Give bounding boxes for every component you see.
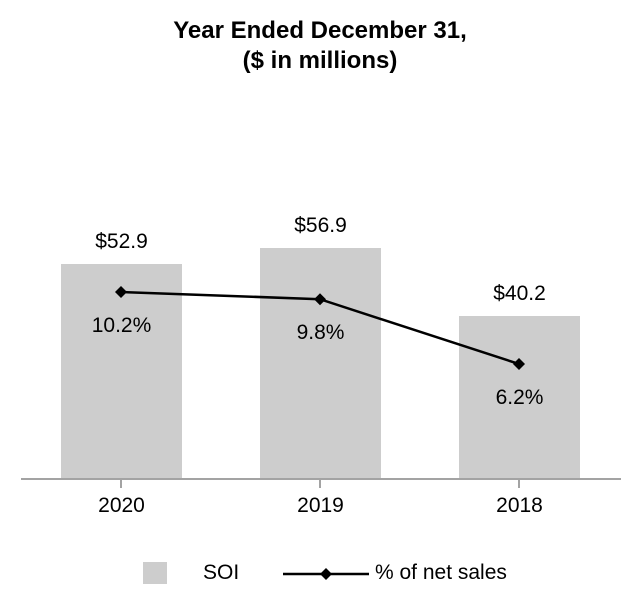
x-tick-2020	[120, 479, 122, 488]
x-tick-2019	[319, 479, 321, 488]
chart-title-line1: Year Ended December 31,	[173, 17, 467, 44]
bar-2020	[61, 264, 182, 479]
bar-value-label-2020: $52.9	[95, 230, 148, 253]
x-axis-label-2019: 2019	[297, 494, 344, 517]
bar-2019	[260, 248, 381, 479]
x-tick-2018	[518, 479, 520, 488]
legend-label-pct-net-sales: % of net sales	[375, 561, 507, 584]
x-axis-label-2020: 2020	[98, 494, 145, 517]
chart-title-line2: ($ in millions)	[242, 47, 398, 74]
pct-label-2020: 10.2%	[91, 314, 152, 337]
pct-label-2018: 6.2%	[495, 386, 544, 409]
legend-bar-swatch	[143, 562, 167, 584]
bar-value-label-2018: $40.2	[493, 282, 546, 305]
pct-label-2019: 9.8%	[296, 321, 345, 344]
legend-label-soi: SOI	[203, 561, 240, 584]
bar-value-label-2019: $56.9	[294, 214, 347, 237]
chart-title: Year Ended December 31, ($ in millions)	[0, 16, 640, 76]
legend-line-marker-icon	[283, 568, 369, 580]
x-axis-line	[21, 478, 621, 480]
x-axis-label-2018: 2018	[496, 494, 543, 517]
